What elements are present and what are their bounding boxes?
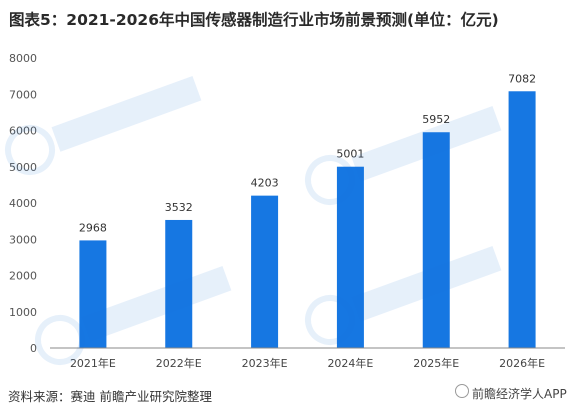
y-tick-label: 0 [30, 342, 37, 355]
x-axis: 2021年E 2022年E 2023年E 2024年E 2025年E 2026年E [50, 347, 565, 370]
x-tick-label: 2025年E [413, 356, 459, 370]
bar [251, 195, 279, 348]
y-axis: 0 1000 2000 3000 4000 5000 6000 7000 8000 [9, 52, 37, 355]
y-tick-label: 5000 [9, 161, 37, 174]
bar-value-label: 7082 [508, 72, 536, 85]
bar [508, 91, 536, 348]
bar [336, 166, 364, 348]
watermark-mark-1 [5, 75, 202, 175]
y-tick-label: 7000 [9, 88, 37, 101]
chart-title: 图表5：2021-2026年中国传感器制造行业市场前景预测(单位：亿元) [9, 11, 499, 29]
y-tick-label: 2000 [9, 270, 37, 283]
bar-value-label: 5001 [336, 148, 364, 161]
bar-value-label: 5952 [422, 113, 450, 126]
x-tick-label: 2023年E [242, 356, 288, 370]
x-tick-label: 2022年E [156, 356, 202, 370]
y-tick-label: 3000 [9, 233, 37, 246]
x-tick-label: 2024年E [327, 356, 373, 370]
bar-labels: 2968 3532 4203 5001 5952 7082 [79, 72, 536, 234]
bar-value-label: 2968 [79, 221, 107, 234]
bar [422, 132, 450, 348]
bar [79, 240, 107, 348]
source-note: 资料来源：赛迪 前瞻产业研究院整理 [8, 389, 212, 404]
wechat-icon [455, 384, 469, 398]
bar-value-label: 3532 [165, 201, 193, 214]
bars [79, 91, 536, 348]
watermark-text: 前瞻经济学人APP [472, 387, 567, 401]
y-tick-label: 1000 [9, 306, 37, 319]
y-tick-label: 8000 [9, 52, 37, 65]
bar [165, 219, 193, 348]
y-tick-label: 6000 [9, 125, 37, 138]
x-tick-label: 2026年E [499, 356, 545, 370]
x-tick-label: 2021年E [70, 356, 116, 370]
bar-value-label: 4203 [251, 177, 279, 190]
watermark-mark-2 [35, 265, 232, 365]
watermark-mark-3 [305, 105, 502, 205]
y-tick-label: 4000 [9, 197, 37, 210]
watermark-mark-4 [305, 245, 502, 345]
